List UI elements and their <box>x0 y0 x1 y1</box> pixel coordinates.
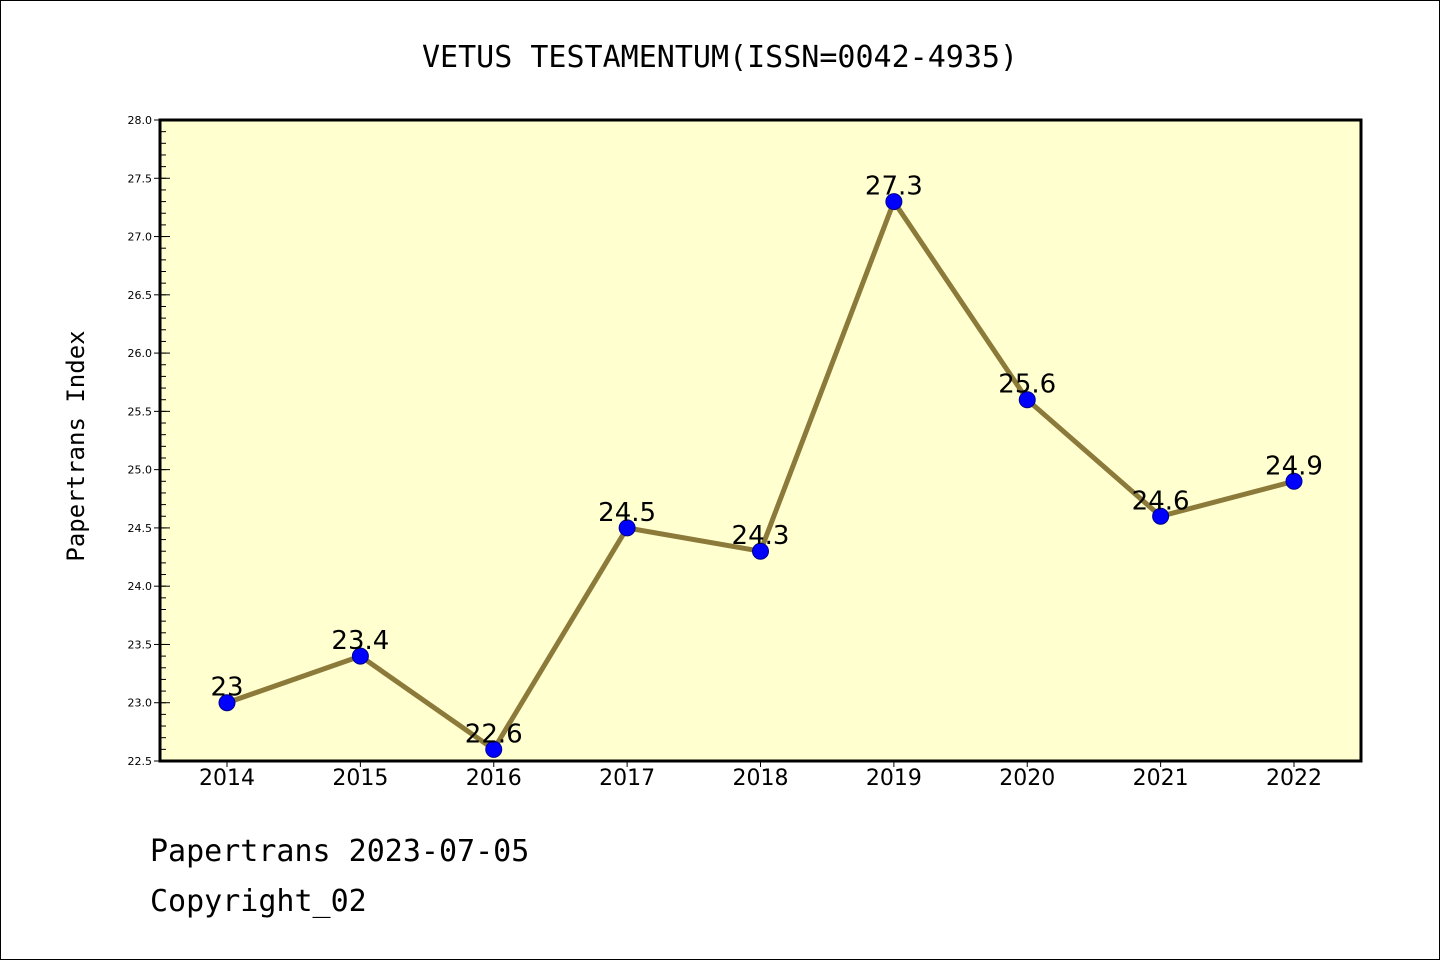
data-label: 24.6 <box>1132 486 1190 516</box>
data-point <box>485 740 503 758</box>
y-tick-label: 26.0 <box>128 347 153 360</box>
data-label: 23 <box>210 673 243 703</box>
data-label: 27.3 <box>865 172 923 202</box>
y-tick-label: 25.5 <box>128 405 153 418</box>
data-label: 24.3 <box>732 521 790 551</box>
y-tick-label: 28.0 <box>128 114 153 127</box>
data-label: 25.6 <box>998 370 1056 400</box>
y-tick-label: 27.5 <box>128 172 153 185</box>
data-point <box>618 519 636 537</box>
y-tick-label: 24.0 <box>128 580 153 593</box>
data-point <box>218 694 236 712</box>
data-label: 22.6 <box>465 719 523 749</box>
y-tick-label: 27.0 <box>128 231 153 244</box>
y-tick-label: 22.5 <box>128 755 153 768</box>
footer-date: Papertrans 2023-07-05 <box>150 834 530 869</box>
x-tick-label: 2020 <box>999 766 1055 791</box>
x-tick-label: 2014 <box>199 766 255 791</box>
y-tick-label: 23.0 <box>128 697 153 710</box>
y-tick-label: 23.5 <box>128 638 153 651</box>
data-point <box>885 193 903 211</box>
x-tick-label: 2017 <box>599 766 655 791</box>
y-axis: 22.5 23.0 23.5 24.0 24.5 25.0 25.5 26.0 26.5 27.0… <box>128 114 170 768</box>
data-point <box>752 542 769 560</box>
x-tick-label: 2019 <box>866 766 922 791</box>
data-point <box>351 647 369 665</box>
data-point <box>1018 391 1036 409</box>
data-label: 24.5 <box>598 498 656 528</box>
y-tick-label: 26.5 <box>128 289 153 302</box>
x-tick-label: 2021 <box>1133 766 1189 791</box>
chart-title: VETUS TESTAMENTUM(ISSN=0042-4935) <box>422 40 1018 75</box>
data-label: 23.4 <box>331 626 389 656</box>
x-tick-label: 2022 <box>1266 766 1322 791</box>
data-point <box>1285 472 1303 490</box>
y-tick-label: 24.5 <box>128 522 153 535</box>
data-labels: 23 23.4 22.6 24.5 24.3 27.3 25.6 24.6 24.9 <box>210 172 1322 750</box>
footer-copyright: Copyright_02 <box>150 884 367 919</box>
x-tick-label: 2018 <box>733 766 789 791</box>
series-points <box>218 193 1303 758</box>
data-label: 24.9 <box>1265 451 1323 481</box>
x-tick-label: 2015 <box>332 766 388 791</box>
x-axis: 2014 2015 2016 2017 2018 2019 2020 2021 2022 <box>199 761 1322 791</box>
data-point <box>1152 507 1170 525</box>
y-tick-label: 25.0 <box>128 464 153 477</box>
y-axis-label: Papertrans Index <box>62 330 90 561</box>
x-tick-label: 2016 <box>466 766 522 791</box>
